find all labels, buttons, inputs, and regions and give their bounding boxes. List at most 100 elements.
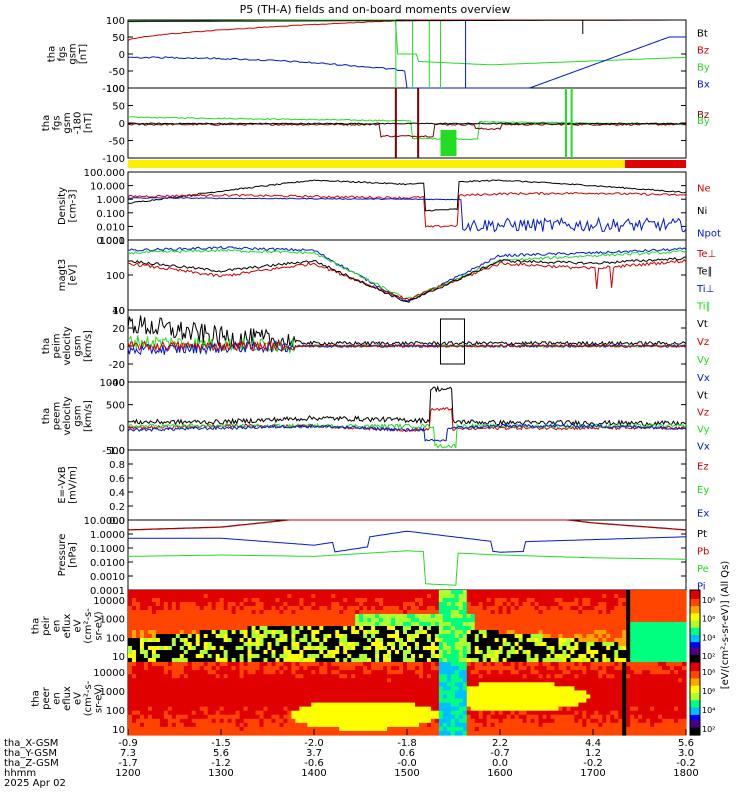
peir-spectrogram-cell bbox=[618, 654, 623, 659]
peer-spectrogram-cell bbox=[462, 722, 468, 728]
peer-spectrogram-cell bbox=[486, 678, 492, 683]
peer-spectrogram-cell bbox=[399, 694, 404, 700]
peir-spectrogram-cell bbox=[199, 598, 205, 603]
peir-spectrogram-cell bbox=[187, 602, 193, 607]
peir-spectrogram-cell bbox=[618, 618, 623, 623]
peir-spectrogram-cell bbox=[299, 618, 304, 623]
peer-spectrogram-cell bbox=[462, 670, 468, 675]
peer-spectrogram-cell bbox=[510, 666, 516, 671]
peir-spectrogram-cell bbox=[175, 594, 181, 599]
peer-spectrogram-cell bbox=[602, 698, 607, 704]
peer-spectrogram-cell bbox=[407, 714, 412, 720]
peer-spectrogram-cell bbox=[259, 670, 265, 675]
peir-spectrogram-cell bbox=[606, 650, 611, 655]
peir-spectrogram-cell bbox=[666, 618, 671, 623]
peir-spectrogram-cell bbox=[251, 602, 257, 607]
peer-spectrogram-cell bbox=[482, 674, 488, 679]
legend-Npot: Npot bbox=[697, 229, 721, 240]
peir-spectrogram-cell bbox=[359, 654, 364, 659]
ylabel-line: tha bbox=[41, 115, 52, 131]
peer-spectrogram-cell bbox=[458, 674, 464, 679]
peir-spectrogram-cell bbox=[355, 618, 360, 623]
peer-spectrogram-cell bbox=[486, 690, 492, 696]
peer-spectrogram-cell bbox=[375, 686, 380, 691]
peir-spectrogram-cell bbox=[331, 618, 336, 623]
peer-spectrogram-cell bbox=[474, 690, 480, 696]
peir-spectrogram-cell bbox=[602, 602, 607, 607]
peer-spectrogram-cell bbox=[319, 722, 324, 728]
peer-spectrogram-cell bbox=[518, 706, 524, 712]
peir-spectrogram-cell bbox=[570, 614, 575, 619]
peer-spectrogram-cell bbox=[375, 710, 380, 716]
peir-spectrogram-cell bbox=[414, 630, 420, 635]
peir-spectrogram-cell bbox=[171, 626, 177, 631]
peer-spectrogram-cell bbox=[227, 726, 233, 732]
peir-spectrogram-cell bbox=[442, 646, 448, 651]
peer-spectrogram-cell bbox=[602, 674, 607, 679]
peer-spectrogram-cell bbox=[442, 702, 448, 708]
peir-spectrogram-cell bbox=[546, 590, 552, 595]
peir-spectrogram-cell bbox=[167, 634, 173, 639]
peir-spectrogram-cell bbox=[514, 610, 520, 615]
peer-spectrogram-cell bbox=[514, 730, 520, 736]
peer-spectrogram-cell bbox=[227, 714, 233, 720]
peer-spectrogram-cell bbox=[135, 710, 141, 716]
peer-spectrogram-cell bbox=[379, 726, 384, 732]
peer-spectrogram-cell bbox=[542, 694, 548, 700]
peir-spectrogram-cell bbox=[259, 610, 265, 615]
peir-spectrogram-cell bbox=[498, 594, 504, 599]
peer-spectrogram-cell bbox=[518, 682, 524, 687]
peer-spectrogram-cell bbox=[191, 702, 197, 708]
peir-spectrogram-cell bbox=[311, 590, 316, 595]
peer-spectrogram-cell bbox=[211, 722, 217, 728]
peer-spectrogram-cell bbox=[466, 710, 472, 716]
peer-spectrogram-cell bbox=[403, 690, 408, 696]
peer-spectrogram-cell bbox=[319, 690, 324, 696]
peer-spectrogram-cell bbox=[422, 714, 428, 720]
ylabel-line: [nPa] bbox=[67, 542, 78, 568]
peir-spectrogram-cell bbox=[147, 622, 153, 627]
peer-spectrogram-cell bbox=[391, 706, 396, 712]
peir-spectrogram-cell bbox=[646, 638, 651, 643]
peir-spectrogram-cell bbox=[682, 646, 687, 651]
peer-spectrogram-cell bbox=[219, 714, 225, 720]
peir-spectrogram-cell bbox=[387, 630, 392, 635]
peir-spectrogram-cell bbox=[462, 598, 468, 603]
peir-spectrogram-cell bbox=[271, 630, 277, 635]
peir-spectrogram-cell bbox=[279, 602, 285, 607]
peir-spectrogram-cell bbox=[662, 610, 667, 615]
peir-spectrogram-cell bbox=[131, 646, 137, 651]
peer-spectrogram-cell bbox=[562, 698, 568, 704]
peir-spectrogram-cell bbox=[211, 622, 217, 627]
peir-spectrogram-cell bbox=[383, 626, 388, 631]
peir-spectrogram-cell bbox=[574, 598, 579, 603]
peir-spectrogram-cell bbox=[251, 658, 257, 663]
peir-spectrogram-cell bbox=[131, 606, 137, 611]
peer-spectrogram-cell bbox=[359, 718, 364, 724]
peir-spectrogram-cell bbox=[530, 590, 536, 595]
peir-spectrogram-cell bbox=[335, 626, 340, 631]
peir-spectrogram-cell bbox=[135, 602, 141, 607]
peir-spectrogram-cell bbox=[359, 622, 364, 627]
peer-spectrogram-cell bbox=[151, 694, 157, 700]
peir-spectrogram-cell bbox=[271, 610, 277, 615]
peer-spectrogram-cell bbox=[410, 678, 416, 683]
peir-spectrogram-cell bbox=[418, 610, 424, 615]
peir-spectrogram-cell bbox=[598, 646, 603, 651]
ytick-label: 0.0100 bbox=[90, 558, 125, 569]
peer-spectrogram-cell bbox=[506, 674, 512, 679]
ytick-label: 50 bbox=[112, 102, 125, 113]
peir-spectrogram-cell bbox=[498, 606, 504, 611]
peer-spectrogram-cell bbox=[219, 702, 225, 708]
peer-spectrogram-cell bbox=[223, 710, 229, 716]
peer-spectrogram-cell bbox=[128, 686, 133, 691]
peer-spectrogram-cell bbox=[163, 698, 169, 704]
peir-spectrogram-cell bbox=[267, 626, 273, 631]
peer-spectrogram-cell bbox=[470, 710, 476, 716]
peir-spectrogram-cell bbox=[434, 598, 440, 603]
peer-spectrogram-cell bbox=[510, 674, 516, 679]
peir-spectrogram-cell bbox=[299, 610, 304, 615]
peir-spectrogram-cell bbox=[426, 638, 432, 643]
peer-spectrogram-cell bbox=[271, 698, 277, 704]
peer-spectrogram-cell bbox=[407, 726, 412, 732]
